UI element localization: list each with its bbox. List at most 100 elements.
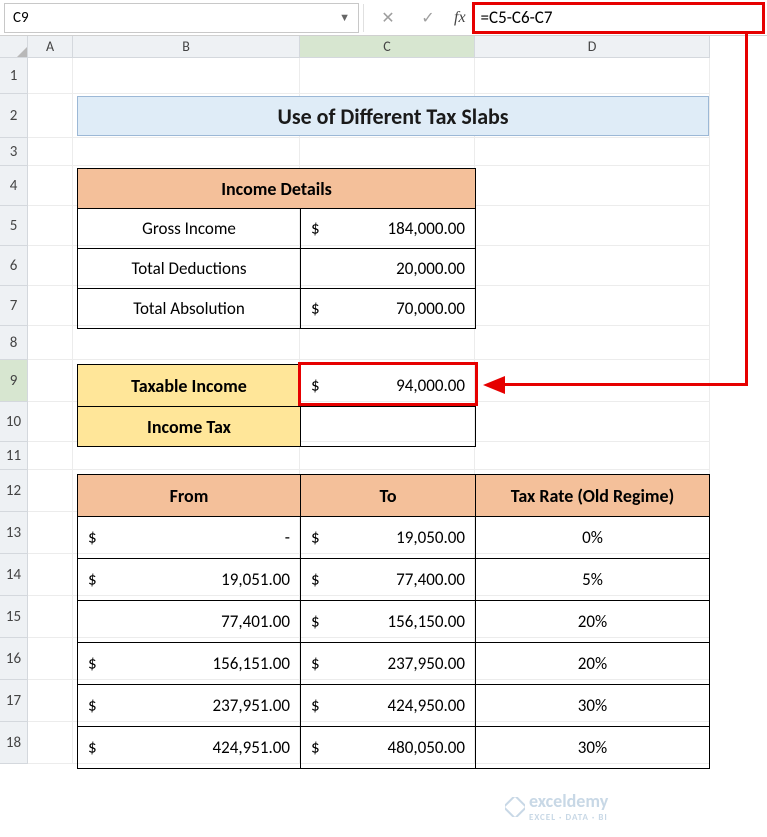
income-row-value[interactable]: 20,000.00 [301, 249, 476, 289]
annotation-arrow [503, 383, 748, 386]
cell[interactable] [28, 138, 73, 166]
slab-to[interactable]: $156,150.00 [301, 601, 476, 643]
row-header-6[interactable]: 6 [0, 246, 28, 286]
slab-from[interactable]: $237,951.00 [78, 685, 301, 727]
taxable-income-value[interactable]: $94,000.00 [301, 365, 476, 407]
income-tax-label[interactable]: Income Tax [78, 407, 301, 447]
income-row-label[interactable]: Total Deductions [78, 249, 301, 289]
formula-input[interactable]: =C5-C6-C7 [472, 2, 765, 34]
column-header-B[interactable]: B [73, 36, 300, 58]
name-box[interactable]: C9 ▼ [4, 3, 359, 33]
row-header-2[interactable]: 2 [0, 94, 28, 138]
annotation-arrow-head-icon [483, 376, 505, 394]
row-header-3[interactable]: 3 [0, 138, 28, 166]
cell[interactable] [475, 442, 710, 470]
column-header-D[interactable]: D [475, 36, 710, 58]
cell[interactable] [28, 402, 73, 442]
cell[interactable] [28, 680, 73, 722]
cell[interactable] [73, 326, 300, 360]
cell[interactable] [475, 58, 710, 94]
slab-rate[interactable]: 20% [476, 643, 710, 685]
cell[interactable] [475, 138, 710, 166]
column-header-C[interactable]: C [300, 36, 475, 58]
select-all-corner[interactable] [0, 36, 28, 58]
row-header-13[interactable]: 13 [0, 512, 28, 554]
fx-icon[interactable]: fx [454, 9, 466, 27]
income-row-label[interactable]: Gross Income [78, 209, 301, 249]
slab-to[interactable]: $480,050.00 [301, 727, 476, 769]
slab-to[interactable]: $19,050.00 [301, 517, 476, 559]
table-row: $424,951.00$480,050.0030% [78, 727, 710, 769]
cell[interactable] [28, 286, 73, 326]
row-header-1[interactable]: 1 [0, 58, 28, 94]
row-header-10[interactable]: 10 [0, 402, 28, 442]
cell[interactable] [28, 166, 73, 206]
table-row: $237,951.00$424,950.0030% [78, 685, 710, 727]
slab-from[interactable]: $- [78, 517, 301, 559]
slab-from[interactable]: 77,401.00 [78, 601, 301, 643]
cell[interactable] [475, 326, 710, 360]
row-header-7[interactable]: 7 [0, 286, 28, 326]
cell[interactable] [300, 326, 475, 360]
slab-from[interactable]: $19,051.00 [78, 559, 301, 601]
tax-slab-table: From To Tax Rate (Old Regime) $-$19,050.… [77, 474, 710, 769]
cell[interactable] [300, 58, 475, 94]
column-header-A[interactable]: A [28, 36, 73, 58]
row-header-17[interactable]: 17 [0, 680, 28, 722]
cell[interactable] [28, 326, 73, 360]
row-header-14[interactable]: 14 [0, 554, 28, 596]
cell[interactable] [28, 206, 73, 246]
cell[interactable] [28, 596, 73, 638]
slab-to[interactable]: $237,950.00 [301, 643, 476, 685]
cell[interactable] [28, 58, 73, 94]
slab-rate[interactable]: 30% [476, 685, 710, 727]
row-header-18[interactable]: 18 [0, 722, 28, 764]
slab-rate[interactable]: 5% [476, 559, 710, 601]
cell[interactable] [28, 360, 73, 402]
row-header-12[interactable]: 12 [0, 470, 28, 512]
cell[interactable] [28, 442, 73, 470]
taxable-income-label[interactable]: Taxable Income [78, 365, 301, 407]
cell[interactable] [475, 206, 710, 246]
slab-to[interactable]: $77,400.00 [301, 559, 476, 601]
cell[interactable] [28, 512, 73, 554]
row-header-9[interactable]: 9 [0, 360, 28, 402]
slab-rate[interactable]: 30% [476, 727, 710, 769]
cancel-formula-button[interactable]: ✕ [368, 4, 408, 32]
cell[interactable] [73, 138, 300, 166]
cell[interactable] [475, 246, 710, 286]
cell[interactable] [28, 470, 73, 512]
slab-from[interactable]: $156,151.00 [78, 643, 301, 685]
income-row-value[interactable]: $184,000.00 [301, 209, 476, 249]
cell[interactable] [28, 554, 73, 596]
cell[interactable] [28, 246, 73, 286]
watermark-tagline: EXCEL · DATA · BI [529, 812, 608, 823]
row-header-11[interactable]: 11 [0, 442, 28, 470]
row-header-4[interactable]: 4 [0, 166, 28, 206]
slab-header-to: To [301, 475, 476, 517]
taxable-table: Taxable Income $94,000.00 Income Tax [77, 364, 476, 447]
slab-rate[interactable]: 0% [476, 517, 710, 559]
cell[interactable] [475, 360, 710, 402]
accept-formula-button[interactable]: ✓ [408, 4, 448, 32]
watermark: exceldemy EXCEL · DATA · BI [505, 790, 608, 823]
row-header-5[interactable]: 5 [0, 206, 28, 246]
row-header-8[interactable]: 8 [0, 326, 28, 360]
cell[interactable] [475, 166, 710, 206]
name-box-dropdown-icon[interactable]: ▼ [339, 11, 350, 24]
cell[interactable] [73, 58, 300, 94]
slab-rate[interactable]: 20% [476, 601, 710, 643]
slab-to[interactable]: $424,950.00 [301, 685, 476, 727]
income-row-label[interactable]: Total Absolution [78, 289, 301, 329]
cell[interactable] [475, 286, 710, 326]
cell[interactable] [28, 638, 73, 680]
row-header-15[interactable]: 15 [0, 596, 28, 638]
slab-from[interactable]: $424,951.00 [78, 727, 301, 769]
income-tax-value[interactable] [301, 407, 476, 447]
cell[interactable] [475, 402, 710, 442]
row-header-16[interactable]: 16 [0, 638, 28, 680]
income-row-value[interactable]: $70,000.00 [301, 289, 476, 329]
cell[interactable] [28, 94, 73, 138]
cell[interactable] [28, 722, 73, 764]
cell[interactable] [300, 138, 475, 166]
